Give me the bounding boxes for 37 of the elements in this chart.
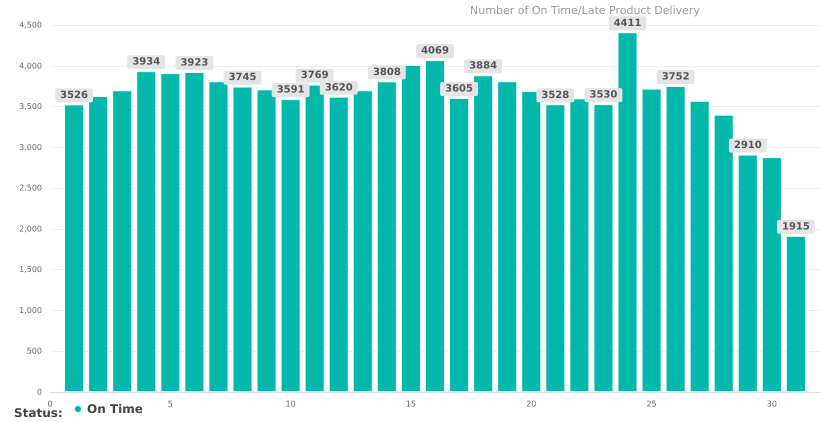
- y-tick-label: 4,500: [19, 20, 42, 30]
- y-tick-label: 0: [36, 388, 42, 396]
- y-tick-label: 1,000: [19, 306, 42, 315]
- y-tick-label: 1,500: [19, 265, 42, 274]
- data-label: 4069: [421, 46, 449, 57]
- x-tick-label: 5: [168, 400, 173, 408]
- data-label: 3923: [180, 58, 208, 69]
- data-label: 3745: [228, 72, 256, 84]
- data-label: 3605: [445, 83, 474, 94]
- y-tick-label: 4,000: [19, 61, 42, 70]
- data-label: 3884: [469, 60, 498, 72]
- data-label: 3591: [276, 84, 305, 96]
- y-tick-label: 500: [26, 346, 42, 356]
- data-label: 1915: [782, 221, 810, 232]
- data-label: 3934: [132, 56, 160, 68]
- data-label: 3620: [324, 82, 353, 94]
- y-tick-label: 3,500: [19, 102, 42, 112]
- data-label: 3526: [60, 90, 88, 101]
- x-tick-label: 15: [406, 400, 416, 408]
- data-label: 3769: [300, 70, 329, 82]
- legend-label: On Time: [87, 402, 143, 416]
- data-label: 3752: [662, 72, 690, 83]
- y-tick-label: 2,000: [19, 224, 42, 234]
- chart-title: Number of On Time/Late Product Delivery: [470, 4, 700, 17]
- data-label: 3808: [372, 66, 401, 78]
- data-label: 3528: [541, 90, 570, 101]
- data-label: 3530: [590, 90, 618, 101]
- y-tick-label: 2,500: [19, 184, 42, 193]
- x-tick-label: 25: [646, 400, 657, 408]
- x-tick-label: 0: [47, 400, 53, 408]
- x-tick-label: 30: [766, 400, 777, 408]
- y-tick-label: 3,000: [19, 142, 42, 152]
- legend-title: Status:: [14, 406, 63, 420]
- x-tick-label: 20: [526, 400, 536, 408]
- data-label: 2910: [734, 140, 762, 152]
- x-tick-label: 10: [286, 400, 296, 408]
- data-label: 4411: [614, 18, 642, 29]
